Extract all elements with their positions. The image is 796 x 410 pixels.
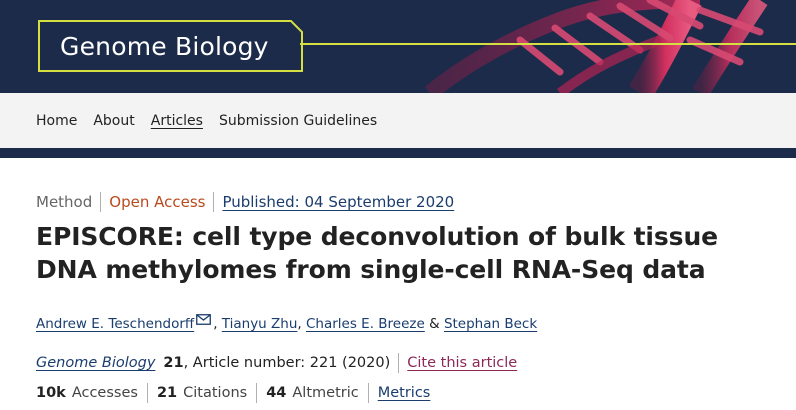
- author-link[interactable]: Andrew E. Teschendorff: [36, 316, 195, 332]
- nav-divider-bar: [0, 148, 796, 158]
- journal-title[interactable]: Genome Biology: [60, 31, 269, 61]
- accesses-count: 10k: [36, 385, 66, 401]
- divider: [213, 192, 215, 212]
- logo-rule: [300, 43, 796, 45]
- divider: [256, 383, 258, 403]
- author-list: Andrew E. Teschendorff , Tianyu Zhu , Ch…: [36, 313, 537, 335]
- author-separator: ,: [213, 316, 218, 332]
- author-separator: ,: [297, 316, 302, 332]
- divider: [146, 383, 148, 403]
- published-date-link[interactable]: Published: 04 September 2020: [222, 193, 455, 211]
- divider: [398, 353, 400, 373]
- citations-label: Citations: [183, 385, 248, 401]
- author-separator: &: [429, 316, 440, 332]
- citations-count: 21: [156, 385, 178, 401]
- citation-line: Genome Biology 21 , Article number: 221 …: [36, 353, 517, 373]
- volume: 21: [163, 355, 184, 371]
- dna-helix-graphic: [424, 0, 768, 93]
- divider: [367, 383, 369, 403]
- article-type: Method: [36, 193, 93, 211]
- metrics-bar: 10k Accesses 21 Citations 44 Altmetric M…: [36, 383, 430, 403]
- metrics-link[interactable]: Metrics: [377, 385, 431, 401]
- author-link[interactable]: Tianyu Zhu: [221, 316, 298, 332]
- nav-home[interactable]: Home: [36, 112, 78, 129]
- main-nav: Home About Articles Submission Guideline…: [0, 93, 796, 148]
- article-meta: Method Open Access Published: 04 Septemb…: [36, 192, 454, 212]
- journal-link[interactable]: Genome Biology: [36, 355, 156, 371]
- cite-article-link[interactable]: Cite this article: [407, 355, 518, 371]
- altmetric-score: 44: [266, 385, 287, 401]
- nav-articles[interactable]: Articles: [150, 112, 203, 129]
- altmetric-label: Altmetric: [292, 385, 359, 401]
- article-title: EPISCORE: cell type deconvolution of bul…: [36, 222, 719, 284]
- envelope-icon[interactable]: [196, 313, 212, 329]
- nav-about[interactable]: About: [93, 112, 135, 129]
- journal-banner: Genome Biology: [0, 0, 796, 93]
- nav-submission-guidelines[interactable]: Submission Guidelines: [218, 112, 378, 129]
- divider: [100, 192, 102, 212]
- article-number: , Article number: 221 (2020): [183, 355, 391, 371]
- open-access-badge: Open Access: [109, 193, 206, 211]
- accesses-label: Accesses: [71, 385, 138, 401]
- author-link[interactable]: Stephan Beck: [443, 316, 538, 332]
- author-link[interactable]: Charles E. Breeze: [305, 316, 425, 332]
- journal-logo[interactable]: Genome Biology: [38, 20, 303, 72]
- logo-border-notch: [278, 20, 303, 72]
